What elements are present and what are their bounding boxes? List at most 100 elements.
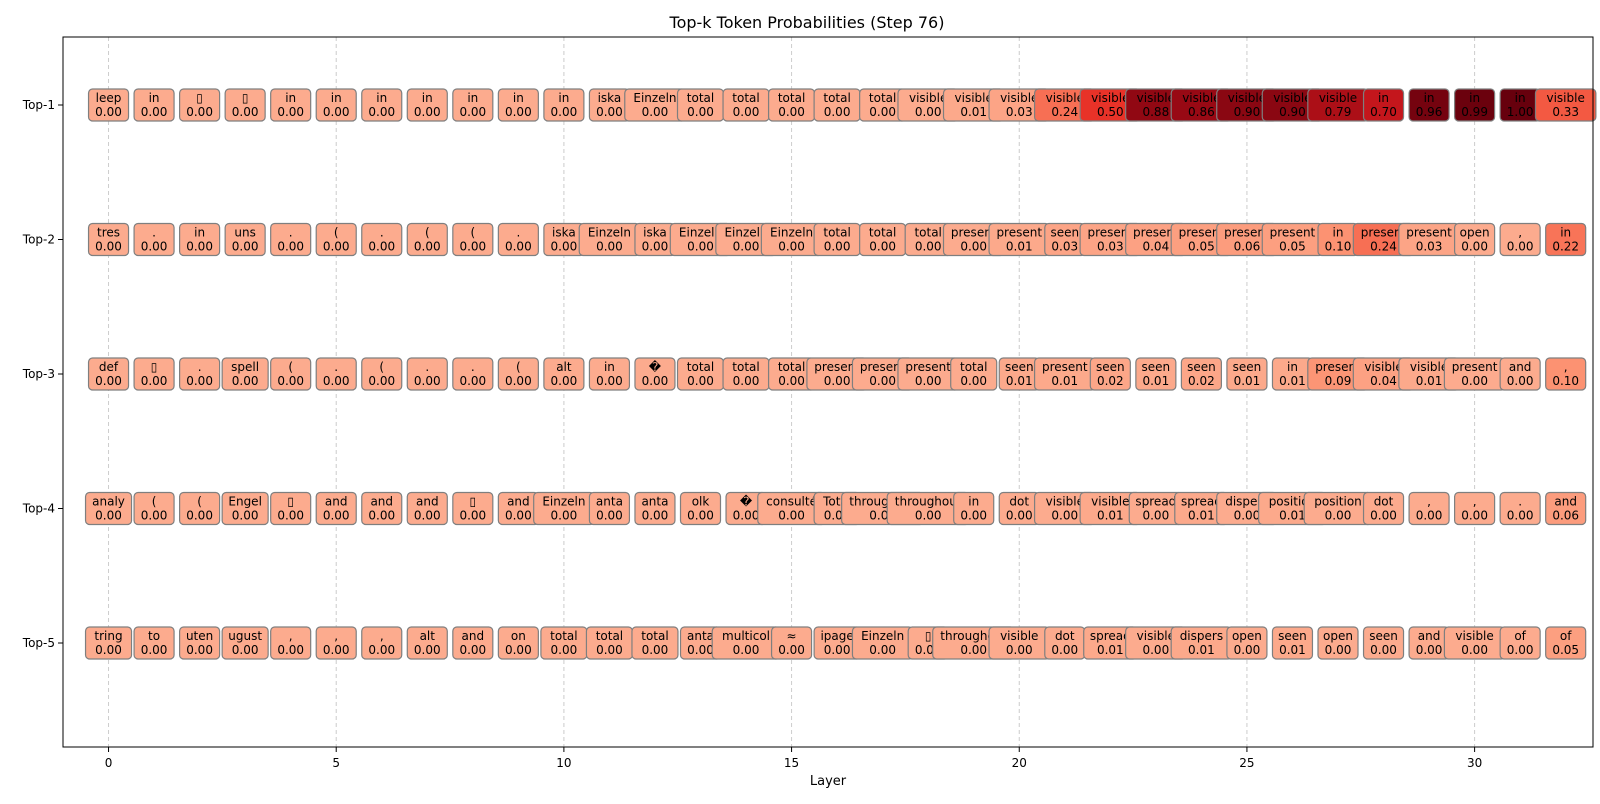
token-label: on	[511, 629, 526, 643]
token-cell: (0.00	[406, 222, 448, 257]
token-label: in	[331, 91, 342, 105]
token-cell-box	[315, 491, 357, 526]
token-prob-label: 0.00	[141, 105, 168, 119]
token-prob-label: 0.01	[1006, 240, 1033, 254]
token-prob-label: 0.00	[505, 240, 532, 254]
token-prob-label: 0.96	[1416, 105, 1443, 119]
token-prob-label: 0.00	[232, 509, 259, 523]
token-cell-box	[1362, 88, 1405, 122]
y-tick-label: Top-5	[22, 636, 55, 650]
token-cell-box	[224, 222, 266, 257]
token-prob-label: 0.00	[414, 643, 441, 657]
token-label: total	[596, 629, 623, 643]
token-cell-box	[87, 357, 130, 391]
token-cell-box	[87, 88, 130, 122]
token-cell: in0.00	[361, 88, 403, 122]
token-prob-label: 0.00	[596, 509, 623, 523]
token-cell-box	[588, 357, 631, 391]
token-cell-box	[406, 357, 448, 391]
token-prob-label: 0.90	[1279, 105, 1306, 119]
token-label: Einzeln	[770, 226, 813, 240]
token-label: dot	[1009, 495, 1029, 509]
token-label: tring	[94, 629, 122, 643]
token-cell: ▯0.00	[452, 491, 494, 526]
token-label: of	[1560, 629, 1572, 643]
token-prob-label: 0.01	[1279, 374, 1306, 388]
token-prob-label: 0.00	[1461, 509, 1488, 523]
token-prob-label: 0.00	[642, 374, 669, 388]
token-label: ugust	[228, 629, 262, 643]
token-cell: .0.00	[270, 222, 312, 257]
x-tick-label: 15	[784, 756, 799, 770]
token-cell: in0.00	[588, 357, 631, 391]
token-prob-label: 0.00	[368, 240, 395, 254]
token-label: present	[1406, 226, 1452, 240]
token-prob-label: 0.33	[1552, 105, 1579, 119]
token-cell-box	[179, 626, 221, 660]
token-label: in	[1424, 91, 1435, 105]
token-prob-label: 0.00	[1234, 643, 1261, 657]
token-prob-label: 0.00	[687, 374, 714, 388]
token-prob-label: 0.00	[186, 374, 213, 388]
token-cell: in0.01	[1271, 357, 1314, 391]
token-cell-box	[361, 222, 403, 257]
token-label: .	[1518, 495, 1522, 509]
token-label: and	[416, 495, 439, 509]
token-label: .	[471, 360, 475, 374]
token-label: in	[968, 495, 979, 509]
token-label: ▯	[925, 629, 932, 643]
token-cell-box	[1545, 491, 1587, 526]
token-cell-box	[133, 491, 175, 526]
token-label: in	[149, 91, 160, 105]
token-prob-label: 0.00	[368, 105, 395, 119]
token-label: throughout	[895, 495, 962, 509]
token-label: Engel	[228, 495, 262, 509]
token-cell-box	[133, 88, 175, 122]
token-cell-box	[270, 626, 312, 660]
token-cell: in0.00	[543, 88, 585, 122]
token-label: and	[325, 495, 348, 509]
x-tick-label: 5	[332, 756, 340, 770]
token-cell: in0.00	[315, 88, 357, 122]
token-prob-label: 0.00	[778, 240, 805, 254]
token-cell: �0.00	[725, 491, 767, 526]
token-cell-box	[221, 491, 269, 526]
token-label: uns	[234, 226, 255, 240]
token-prob-label: 0.00	[596, 643, 623, 657]
token-label: present	[860, 360, 906, 374]
token-label: (	[197, 495, 202, 509]
chart-title: Top-k Token Probabilities (Step 76)	[669, 13, 945, 32]
token-cell: .0.00	[497, 222, 539, 257]
token-prob-label: 0.00	[323, 509, 350, 523]
token-cell-box	[270, 491, 312, 526]
token-prob-label: 0.00	[551, 509, 578, 523]
token-cell-box	[1454, 88, 1496, 122]
token-prob-label: 0.00	[277, 240, 304, 254]
token-label: total	[823, 91, 850, 105]
token-label: .	[289, 226, 293, 240]
token-label: iska	[552, 226, 576, 240]
token-prob-label: 0.22	[1552, 240, 1579, 254]
token-prob-label: 0.00	[915, 509, 942, 523]
token-cell: in0.00	[406, 88, 448, 122]
plot-frame	[62, 36, 1594, 748]
token-label: total	[778, 360, 805, 374]
token-label: present	[1315, 360, 1361, 374]
token-label: Einzeln	[633, 91, 676, 105]
token-cell-box	[406, 222, 448, 257]
token-label: total	[732, 360, 759, 374]
token-cell-box	[270, 357, 312, 391]
token-label: and	[370, 495, 393, 509]
token-cell-box	[588, 491, 631, 526]
